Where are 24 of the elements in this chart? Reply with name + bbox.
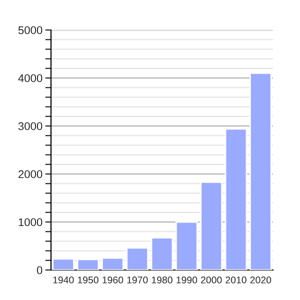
bar (224, 128, 248, 270)
bar (175, 221, 198, 270)
x-tick-label: 2000 (201, 276, 222, 284)
x-tick-label: 1950 (78, 276, 98, 284)
y-tick-label: 4000 (18, 74, 42, 82)
bar (126, 247, 149, 270)
y-tick-label: 0 (36, 266, 42, 274)
y-tick-label: 2000 (18, 170, 42, 178)
y-tick-label: 5000 (18, 26, 42, 34)
bar (76, 258, 100, 270)
bar (249, 72, 272, 270)
x-tick-label: 1960 (102, 276, 124, 284)
x-tick-label: 1990 (176, 276, 198, 284)
x-tick-label: 1980 (152, 276, 172, 284)
x-tick-label: 1940 (53, 276, 74, 284)
bar (52, 258, 75, 270)
bar (150, 237, 174, 270)
y-tick-label: 3000 (18, 122, 42, 130)
x-tick-label: 2010 (226, 276, 246, 284)
y-tick-label: 1000 (18, 218, 42, 226)
bar (200, 181, 223, 270)
bar (101, 257, 124, 270)
x-tick-label: 1970 (127, 276, 148, 284)
x-tick-label: 2020 (250, 276, 272, 284)
